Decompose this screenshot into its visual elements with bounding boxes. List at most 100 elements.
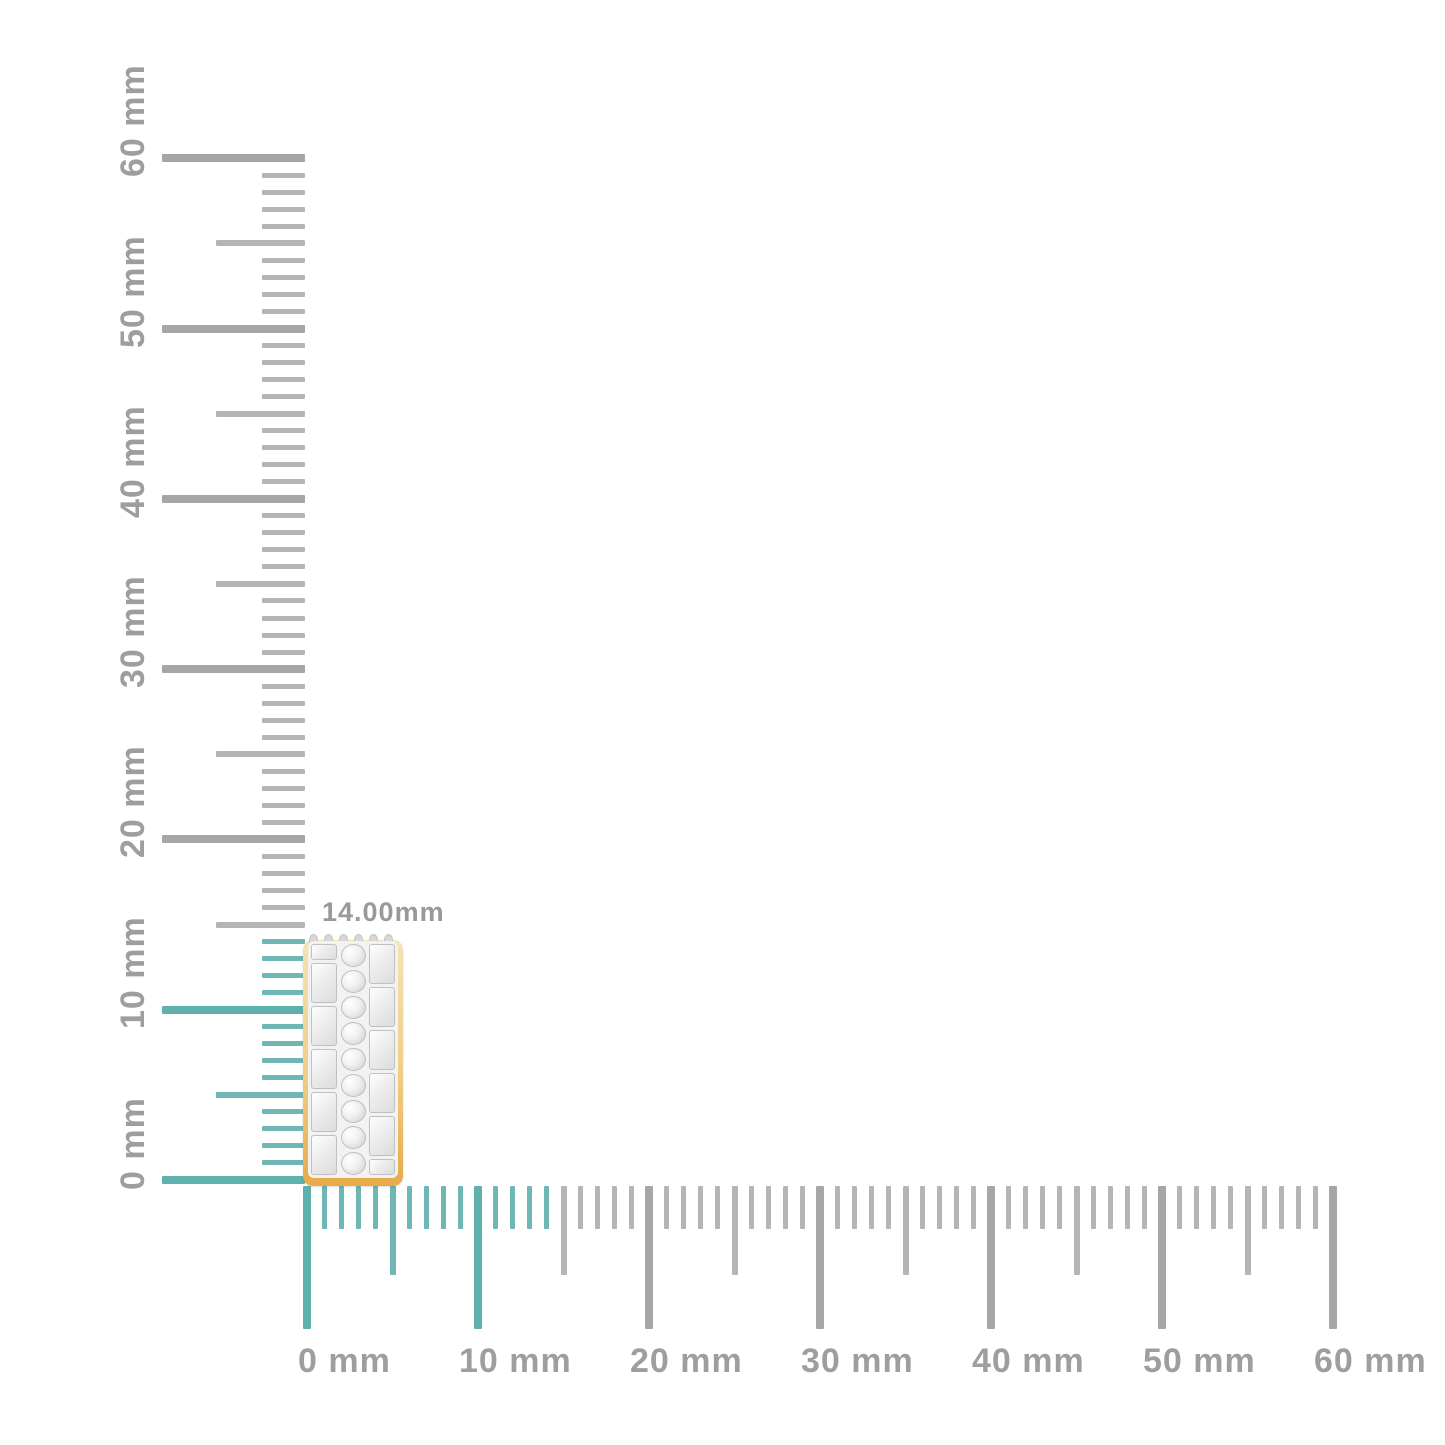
horizontal-ruler-tick <box>835 1186 840 1229</box>
vertical-ruler-tick <box>216 240 305 246</box>
vertical-ruler-label: 50 mm <box>114 235 152 348</box>
vertical-ruler-tick <box>262 530 305 535</box>
baguette-diamond <box>311 1135 337 1175</box>
horizontal-ruler-tick <box>987 1186 995 1329</box>
horizontal-ruler-tick <box>886 1186 891 1229</box>
horizontal-ruler-tick <box>474 1186 482 1329</box>
horizontal-ruler-tick <box>664 1186 669 1229</box>
vertical-ruler-label: 40 mm <box>114 405 152 518</box>
vertical-ruler-tick <box>262 462 305 467</box>
horizontal-ruler-tick <box>816 1186 824 1329</box>
horizontal-ruler-tick <box>1091 1186 1096 1229</box>
vertical-ruler-tick <box>262 343 305 348</box>
vertical-ruler-tick <box>262 956 305 961</box>
horizontal-ruler-tick <box>1006 1186 1011 1229</box>
vertical-ruler-tick <box>262 684 305 689</box>
vertical-ruler-tick <box>262 786 305 791</box>
horizontal-ruler-tick <box>903 1186 909 1275</box>
vertical-ruler-label: 20 mm <box>114 745 152 858</box>
horizontal-ruler-tick <box>424 1186 429 1229</box>
vertical-ruler-label: 60 mm <box>114 64 152 177</box>
horizontal-ruler-label: 10 mm <box>459 1342 572 1380</box>
round-stone-column <box>340 944 366 1175</box>
horizontal-ruler-tick <box>852 1186 857 1229</box>
vertical-ruler-label: 30 mm <box>114 575 152 688</box>
vertical-ruler-tick <box>262 1024 305 1029</box>
horizontal-ruler-tick <box>544 1186 549 1229</box>
horizontal-ruler-tick <box>1279 1186 1284 1229</box>
horizontal-ruler-tick <box>1262 1186 1267 1229</box>
vertical-ruler-tick <box>262 377 305 382</box>
vertical-ruler-tick <box>262 207 305 212</box>
round-diamond <box>340 944 366 967</box>
vertical-ruler-tick <box>262 1075 305 1080</box>
vertical-ruler-tick <box>262 650 305 655</box>
baguette-diamond <box>369 944 395 984</box>
horizontal-ruler-tick <box>441 1186 446 1229</box>
vertical-ruler-tick <box>216 751 305 757</box>
round-diamond <box>340 1048 366 1071</box>
horizontal-ruler-tick <box>493 1186 498 1229</box>
vertical-ruler-tick <box>262 513 305 518</box>
horizontal-ruler-tick <box>732 1186 738 1275</box>
vertical-ruler-tick <box>262 735 305 740</box>
vertical-ruler-label: 10 mm <box>114 916 152 1029</box>
baguette-column-right <box>369 944 395 1175</box>
horizontal-ruler-tick <box>869 1186 874 1229</box>
horizontal-ruler-tick <box>1142 1186 1147 1229</box>
horizontal-ruler-tick <box>971 1186 976 1229</box>
horizontal-ruler-tick <box>390 1186 396 1275</box>
horizontal-ruler-label: 20 mm <box>630 1342 743 1380</box>
horizontal-ruler-tick <box>458 1186 463 1229</box>
vertical-ruler-label: 0 mm <box>114 1097 152 1190</box>
vertical-ruler-tick <box>262 479 305 484</box>
horizontal-ruler-tick <box>1158 1186 1166 1329</box>
baguette-diamond <box>369 1116 395 1156</box>
horizontal-ruler-tick <box>920 1186 925 1229</box>
baguette-diamond <box>311 944 337 960</box>
horizontal-ruler-tick <box>1296 1186 1301 1229</box>
vertical-ruler-tick <box>262 1126 305 1131</box>
vertical-ruler-tick <box>262 360 305 365</box>
vertical-ruler-tick <box>262 905 305 910</box>
horizontal-ruler-tick <box>1228 1186 1233 1229</box>
vertical-ruler-tick <box>262 633 305 638</box>
horizontal-ruler-tick <box>937 1186 942 1229</box>
round-diamond <box>340 1100 366 1123</box>
vertical-ruler-tick <box>262 939 305 944</box>
round-diamond <box>340 996 366 1019</box>
horizontal-ruler-tick <box>339 1186 344 1229</box>
vertical-ruler-tick <box>162 495 305 503</box>
baguette-diamond <box>369 987 395 1027</box>
horizontal-ruler-tick <box>510 1186 515 1229</box>
vertical-ruler-tick <box>162 835 305 843</box>
vertical-ruler-tick <box>262 871 305 876</box>
vertical-ruler-tick <box>262 428 305 433</box>
horizontal-ruler-tick <box>783 1186 788 1229</box>
vertical-ruler-tick <box>262 718 305 723</box>
horizontal-ruler-tick <box>1074 1186 1080 1275</box>
horizontal-ruler-tick <box>698 1186 703 1229</box>
horizontal-ruler-tick <box>373 1186 378 1229</box>
vertical-ruler-tick <box>262 190 305 195</box>
horizontal-ruler-tick <box>1313 1186 1318 1229</box>
vertical-ruler-tick <box>262 292 305 297</box>
dimension-annotation: 14.00mm <box>322 897 445 927</box>
baguette-diamond <box>369 1159 395 1175</box>
horizontal-ruler-tick <box>1245 1186 1251 1275</box>
horizontal-ruler-tick <box>561 1186 567 1275</box>
vertical-ruler-tick <box>216 411 305 417</box>
horizontal-ruler-tick <box>766 1186 771 1229</box>
horizontal-ruler-tick <box>715 1186 720 1229</box>
vertical-ruler-tick <box>262 1143 305 1148</box>
horizontal-ruler-tick <box>800 1186 805 1229</box>
vertical-ruler-tick <box>262 309 305 314</box>
vertical-ruler-tick <box>262 598 305 603</box>
vertical-ruler-tick <box>216 581 305 587</box>
horizontal-ruler-tick <box>578 1186 583 1229</box>
horizontal-ruler-tick <box>303 1186 311 1329</box>
vertical-ruler-tick <box>262 445 305 450</box>
horizontal-ruler-tick <box>1023 1186 1028 1229</box>
vertical-ruler-tick <box>262 394 305 399</box>
